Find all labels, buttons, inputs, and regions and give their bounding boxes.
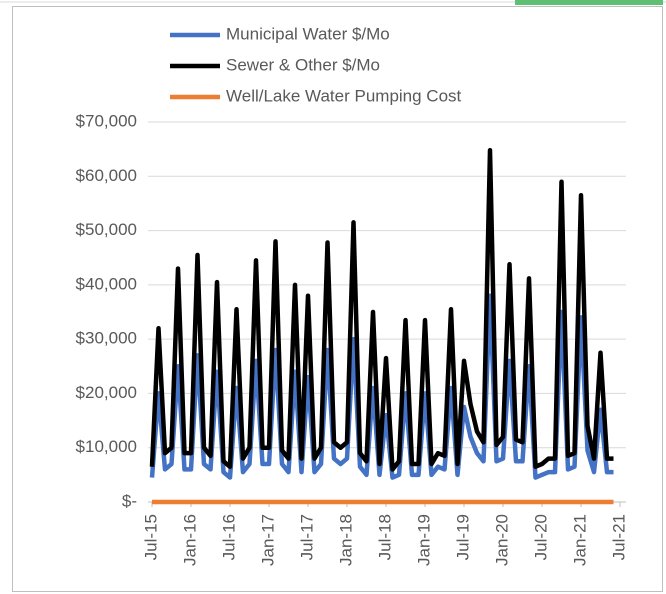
x-tick-label: Jan-16 <box>180 514 199 566</box>
y-tick-label: $20,000 <box>76 383 137 402</box>
x-tick-label: Jan-18 <box>336 514 355 566</box>
y-tick-label: $60,000 <box>76 166 137 185</box>
cell-selection <box>515 0 663 5</box>
legend-label: Municipal Water $/Mo <box>226 24 390 43</box>
x-tick-label: Jul-16 <box>219 514 238 560</box>
x-tick-label: Jan-19 <box>414 514 433 566</box>
y-tick-label: $50,000 <box>76 220 137 239</box>
y-tick-label: $70,000 <box>76 111 137 130</box>
y-tick-label: $10,000 <box>76 437 137 456</box>
x-tick-label: Jan-20 <box>492 514 511 566</box>
legend-label: Well/Lake Water Pumping Cost <box>226 86 462 105</box>
series-line <box>149 147 614 472</box>
x-tick-label: Jul-18 <box>375 514 394 560</box>
x-tick-label: Jul-20 <box>531 514 550 560</box>
x-tick-label: Jul-17 <box>297 514 316 560</box>
y-tick-label: $- <box>122 491 137 510</box>
x-tick-label: Jul-21 <box>609 514 628 560</box>
legend-label: Sewer & Other $/Mo <box>226 55 380 74</box>
x-tick-label: Jan-17 <box>258 514 277 566</box>
x-tick-label: Jul-15 <box>141 514 160 560</box>
x-tick-label: Jan-21 <box>570 514 589 566</box>
y-tick-label: $40,000 <box>76 274 137 293</box>
chart-frame <box>12 6 663 592</box>
x-tick-label: Jul-19 <box>453 514 472 560</box>
y-tick-label: $30,000 <box>76 329 137 348</box>
